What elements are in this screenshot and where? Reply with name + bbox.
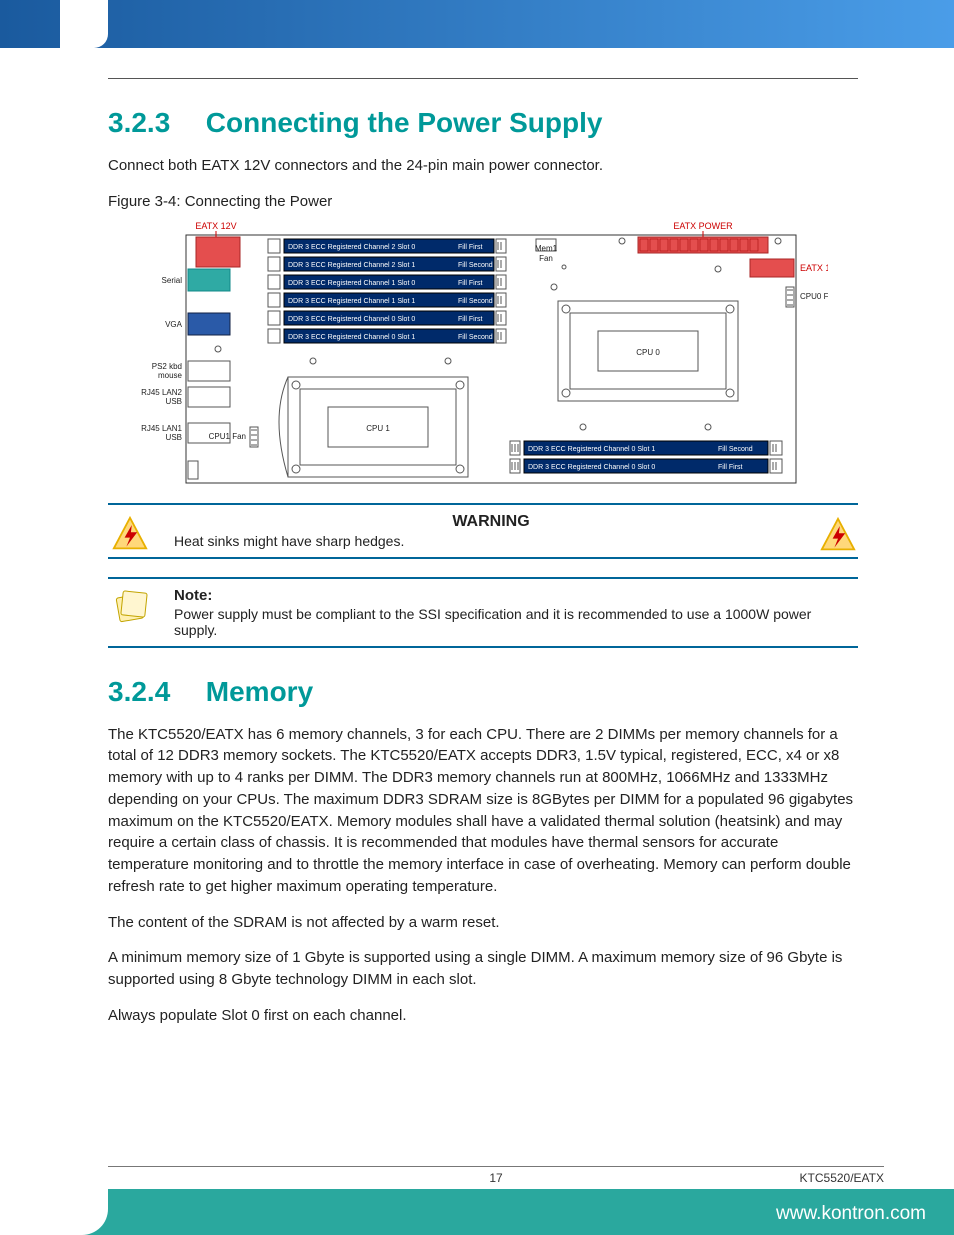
warning-body: WARNING Heat sinks might have sharp hedg… — [174, 513, 808, 549]
svg-text:DDR 3 ECC Registered Channel 0: DDR 3 ECC Registered Channel 0 Slot 0 — [288, 316, 415, 323]
svg-text:DDR 3 ECC Registered Channel 0: DDR 3 ECC Registered Channel 0 Slot 1 — [288, 334, 415, 341]
svg-text:Fill Second: Fill Second — [458, 334, 493, 341]
section-324-title: Memory — [206, 676, 313, 707]
svg-text:PS2 kbd: PS2 kbd — [152, 362, 182, 371]
memory-p1: The KTC5520/EATX has 6 memory channels, … — [108, 724, 858, 898]
page-content: 3.2.3 Connecting the Power Supply Connec… — [108, 70, 858, 1041]
memory-p4: Always populate Slot 0 first on each cha… — [108, 1005, 858, 1027]
svg-text:CPU 1: CPU 1 — [366, 424, 390, 433]
svg-text:DDR 3 ECC Registered Channel 0: DDR 3 ECC Registered Channel 0 Slot 1 — [528, 446, 655, 453]
intro-323: Connect both EATX 12V connectors and the… — [108, 155, 858, 177]
top-rule — [108, 78, 858, 79]
note-callout: Note: Power supply must be compliant to … — [108, 577, 858, 648]
footer-bar: www.kontron.com — [0, 1189, 954, 1235]
svg-text:mouse: mouse — [158, 371, 183, 380]
svg-text:VGA: VGA — [165, 320, 183, 329]
section-324-heading: 3.2.4 Memory — [108, 676, 858, 708]
svg-text:Fill Second: Fill Second — [458, 298, 493, 305]
svg-text:Fan: Fan — [539, 254, 553, 263]
svg-text:CPU0 Fan: CPU0 Fan — [800, 292, 828, 301]
footer-url: www.kontron.com — [776, 1203, 926, 1225]
svg-text:CPU 0: CPU 0 — [636, 348, 660, 357]
page-number: 17 — [489, 1171, 502, 1185]
note-title: Note: — [174, 587, 846, 604]
svg-text:DDR 3 ECC Registered Channel 0: DDR 3 ECC Registered Channel 0 Slot 0 — [528, 464, 655, 471]
warning-callout: WARNING Heat sinks might have sharp hedg… — [108, 503, 858, 559]
section-323-title: Connecting the Power Supply — [206, 107, 603, 138]
motherboard-diagram: EATX 12VSerialVGAPS2 kbdmouseRJ45 LAN2US… — [138, 217, 828, 485]
doc-id: KTC5520/EATX — [800, 1171, 884, 1185]
svg-text:DDR 3 ECC Registered Channel 2: DDR 3 ECC Registered Channel 2 Slot 1 — [288, 262, 415, 269]
svg-text:Fill Second: Fill Second — [718, 446, 753, 453]
svg-text:DDR 3 ECC Registered Channel 1: DDR 3 ECC Registered Channel 1 Slot 1 — [288, 298, 415, 305]
svg-text:Serial: Serial — [162, 276, 183, 285]
svg-text:CPU1 Fan: CPU1 Fan — [209, 432, 246, 441]
svg-text:RJ45 LAN2: RJ45 LAN2 — [141, 388, 182, 397]
warning-text: Heat sinks might have sharp hedges. — [174, 533, 808, 549]
note-body: Note: Power supply must be compliant to … — [174, 587, 846, 638]
footer-notch — [0, 1189, 108, 1235]
memory-p2: The content of the SDRAM is not affected… — [108, 912, 858, 934]
svg-text:Mem1: Mem1 — [535, 244, 558, 253]
svg-text:EATX 12V: EATX 12V — [195, 221, 236, 231]
svg-text:DDR 3 ECC Registered Channel 2: DDR 3 ECC Registered Channel 2 Slot 0 — [288, 244, 415, 251]
svg-text:Fill First: Fill First — [718, 464, 743, 471]
svg-text:Fill First: Fill First — [458, 316, 483, 323]
header-bar — [0, 0, 954, 48]
svg-text:USB: USB — [166, 433, 182, 442]
header-tab-notch — [60, 0, 108, 48]
memory-p3: A minimum memory size of 1 Gbyte is supp… — [108, 947, 858, 991]
svg-text:DDR 3 ECC Registered Channel 1: DDR 3 ECC Registered Channel 1 Slot 0 — [288, 280, 415, 287]
figure-caption: Figure 3-4: Connecting the Power — [108, 191, 858, 213]
footer-line: 17 KTC5520/EATX — [108, 1166, 884, 1185]
svg-text:EATX POWER: EATX POWER — [673, 221, 733, 231]
note-icon — [102, 585, 158, 631]
warning-icon — [102, 511, 158, 557]
svg-text:USB: USB — [166, 397, 182, 406]
section-324-num: 3.2.4 — [108, 676, 198, 708]
section-323-heading: 3.2.3 Connecting the Power Supply — [108, 107, 858, 139]
footer-green: www.kontron.com — [0, 1189, 954, 1235]
svg-text:Fill Second: Fill Second — [458, 262, 493, 269]
note-text: Power supply must be compliant to the SS… — [174, 606, 846, 638]
svg-text:Fill First: Fill First — [458, 244, 483, 251]
warning-icon-right — [820, 517, 860, 557]
warning-title: WARNING — [174, 513, 808, 531]
svg-text:Fill First: Fill First — [458, 280, 483, 287]
svg-text:RJ45 LAN1: RJ45 LAN1 — [141, 424, 182, 433]
section-323-num: 3.2.3 — [108, 107, 198, 139]
svg-text:EATX 12V: EATX 12V — [800, 263, 828, 273]
